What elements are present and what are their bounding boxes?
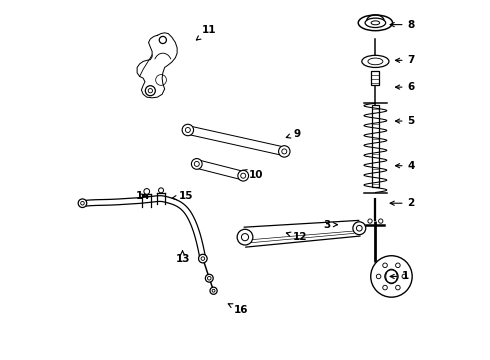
- Text: 12: 12: [286, 232, 308, 242]
- Text: 4: 4: [395, 161, 415, 171]
- Polygon shape: [196, 160, 245, 180]
- Text: 2: 2: [390, 198, 415, 208]
- Text: 13: 13: [175, 251, 190, 264]
- Circle shape: [238, 170, 248, 181]
- Circle shape: [192, 158, 202, 169]
- Circle shape: [182, 124, 194, 136]
- Text: 8: 8: [390, 19, 415, 30]
- Polygon shape: [187, 126, 285, 156]
- Text: 1: 1: [390, 271, 410, 282]
- Circle shape: [144, 189, 149, 194]
- Text: 15: 15: [172, 191, 194, 201]
- Text: 7: 7: [395, 55, 415, 65]
- Text: 9: 9: [286, 129, 300, 139]
- Ellipse shape: [365, 18, 386, 27]
- Polygon shape: [244, 220, 360, 247]
- Circle shape: [146, 86, 155, 96]
- Bar: [372, 105, 379, 187]
- Circle shape: [353, 222, 366, 235]
- Circle shape: [198, 254, 207, 263]
- Circle shape: [279, 146, 290, 157]
- Text: 6: 6: [395, 82, 415, 92]
- Text: 14: 14: [136, 191, 150, 201]
- Circle shape: [237, 229, 253, 245]
- Circle shape: [159, 36, 167, 44]
- Bar: [371, 71, 379, 85]
- Ellipse shape: [358, 15, 392, 31]
- Circle shape: [78, 199, 87, 207]
- Circle shape: [205, 274, 213, 282]
- Circle shape: [159, 188, 164, 193]
- Circle shape: [210, 287, 217, 294]
- Polygon shape: [137, 33, 177, 98]
- Text: 11: 11: [196, 25, 217, 40]
- Text: 5: 5: [395, 116, 415, 126]
- Text: 16: 16: [228, 304, 249, 315]
- Text: 10: 10: [243, 170, 263, 180]
- Ellipse shape: [362, 55, 389, 67]
- Text: 3: 3: [323, 220, 338, 230]
